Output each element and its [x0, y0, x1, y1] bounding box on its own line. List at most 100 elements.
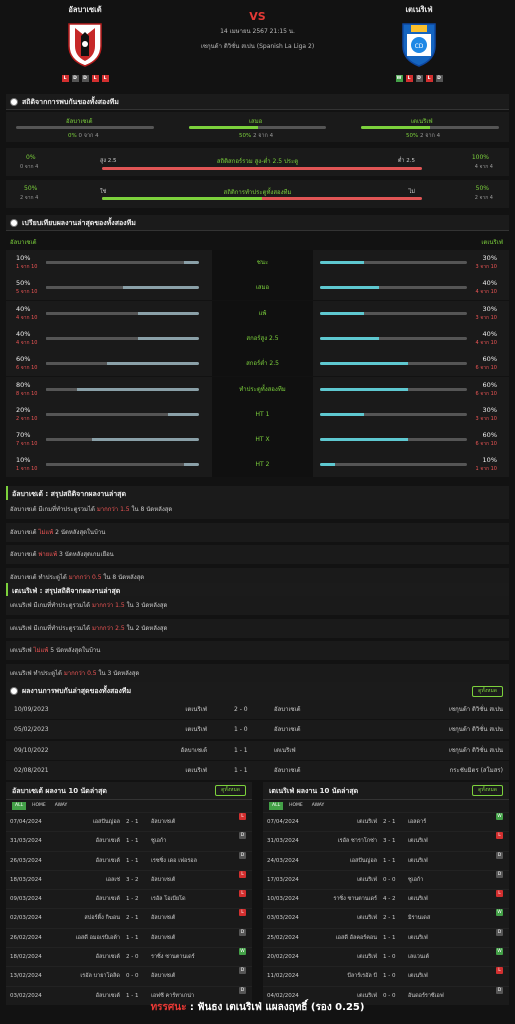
match-row[interactable]: 20/02/2024 เตเนริเฟ่ 1 - 0 เลแวนเต้ W: [263, 947, 509, 967]
away-team: เตเนริเฟ่: [408, 838, 428, 845]
compare-home-bar: [46, 336, 199, 340]
match-row[interactable]: 03/03/2024 เตเนริเฟ่ 2 - 1 มิรานเดส W: [263, 908, 509, 928]
h2h-stats-title: สถิติจากการพบกันของทั้งสองทีม: [6, 94, 509, 110]
match-datetime: 14 เมษายน 2567 21:15 น.: [220, 28, 295, 35]
away-team[interactable]: เตเนริเฟ่ CD W L D L D: [374, 4, 464, 82]
compare-home-value: 80%: [16, 380, 31, 389]
match-date: 03/02/2024: [10, 992, 42, 999]
score: 0 - 0: [383, 876, 396, 883]
away-team: ราซิ่ง ซานตานเดร์: [151, 954, 195, 961]
match-row[interactable]: 07/04/2024 เตเนริเฟ่ 2 - 1 เอลดาร์ W: [263, 812, 509, 832]
home-team: เอลเช่: [105, 876, 120, 883]
match-row[interactable]: 09/03/2024 อัลบาเซเต้ 1 - 2 เรอัล โอเบียโด L: [6, 889, 252, 909]
compare-away-value: 40%: [482, 279, 497, 288]
match-row[interactable]: 10/03/2024 ราซิ่ง ซานตานเดร์ 4 - 2 เตเนริเฟ…: [263, 889, 509, 909]
compare-away-sub: 3 จาก 10: [475, 415, 498, 422]
result-badge: D: [496, 870, 503, 878]
match-row[interactable]: 26/03/2024 อัลบาเซเต้ 1 - 1 เรซซิ่ง เดอ เฟอ…: [6, 850, 252, 870]
result-badge: W: [496, 948, 503, 956]
compare-label: ทำประตูทั้งสองทีม: [212, 376, 313, 402]
btts-left-sub: 2 จาก 4: [20, 195, 39, 201]
result-badge: D: [496, 986, 503, 994]
score: 2 - 1: [126, 819, 139, 825]
h2h-home-pct: 0%: [68, 133, 77, 139]
tab-away[interactable]: AWAY: [311, 803, 325, 808]
match-league: เซกุนด้า ดิวิชั่น สเปน (Spanish La Liga …: [200, 43, 315, 50]
match-date: 09/10/2022: [14, 746, 49, 754]
tab-home[interactable]: HOME: [289, 803, 303, 808]
score: 1 - 1: [383, 857, 396, 864]
summary-highlight: ไม่แพ้: [38, 528, 54, 536]
home-team: อัลบาเซเต้: [95, 838, 120, 845]
match-row[interactable]: 07/04/2024 เอสปันญ่อล 2 - 1 อัลบาเซเต้ L: [6, 812, 252, 832]
home-team: อัลบาเซเต้: [95, 896, 120, 903]
away-team: เอลดาร์: [408, 819, 427, 825]
tab-all[interactable]: ALL: [269, 802, 284, 810]
compare-row: 10% 1 จาก 10 ชนะ 30% 3 จาก 10: [6, 250, 509, 275]
tab-all[interactable]: ALL: [12, 802, 27, 810]
summary-highlight: มากกว่า 1.5: [96, 506, 130, 513]
h2h-result-row[interactable]: 05/02/2023 เตเนริเฟ่ 1 - 0 อัลบาเซเต้ เซกุนด…: [6, 720, 509, 740]
match-date: 26/02/2024: [10, 934, 42, 941]
score: 1 - 1: [126, 838, 139, 845]
form-badge: D: [81, 75, 89, 82]
h2h-result-row[interactable]: 10/09/2023 เตเนริเฟ่ 2 - 0 อัลบาเซเต้ เซกุนด…: [6, 700, 509, 719]
away-team: เอฟซี คาร์ทาเกน่า: [151, 992, 195, 999]
compare-away-value: 10%: [482, 456, 497, 465]
compare-home-value: 70%: [16, 431, 31, 440]
away-team: เตเนริเฟ่: [408, 896, 428, 903]
match-row[interactable]: 03/02/2024 อัลบาเซเต้ 1 - 1 เอฟซี คาร์ทาเกน…: [6, 985, 252, 1005]
compare-home-sub: 6 จาก 10: [16, 365, 38, 372]
compare-home-bar: [46, 311, 199, 315]
match-info: VS 14 เมษายน 2567 21:15 น. เซกุนด้า ดิวิ…: [0, 10, 515, 51]
match-row[interactable]: 13/02/2024 เรอัล บายาโดลิด 0 - 0 อัลบาเซเต้…: [6, 966, 252, 986]
tab-away[interactable]: AWAY: [54, 803, 68, 808]
btts-right-label: ไม่: [408, 189, 415, 195]
summary-team: อัลบาเซเต้: [10, 573, 37, 581]
match-row[interactable]: 18/02/2024 อัลบาเซเต้ 2 - 0 ราซิ่ง ซานตานเด…: [6, 947, 252, 967]
match-date: 18/02/2024: [10, 954, 42, 961]
score: 1 - 1: [126, 934, 139, 941]
score: 4 - 2: [383, 896, 396, 903]
compare-away-value: 30%: [482, 304, 497, 313]
tab-home[interactable]: HOME: [32, 803, 46, 808]
form-badge: L: [61, 75, 69, 82]
summary-team: เตเนริเฟ่: [10, 669, 32, 677]
match-row[interactable]: 17/03/2024 เตเนริเฟ่ 0 - 0 ซูเอก้า D: [263, 869, 509, 890]
result-badge: D: [496, 851, 503, 859]
home-team[interactable]: อัลบาเซเต้ L D D L L: [40, 4, 130, 82]
match-row[interactable]: 02/03/2024 สปอร์ติ้ง กิฆอน 2 - 1 อัลบาเซเต้…: [6, 908, 252, 928]
match-row[interactable]: 11/02/2024 บีลาร์เรอัล บี 1 - 0 เตเนริเฟ่ L: [263, 966, 509, 986]
compare-away-value: 30%: [482, 254, 497, 262]
away-view-all-button[interactable]: ดูทั้งหมด: [472, 785, 503, 796]
match-row[interactable]: 31/03/2024 เรอัล ซาราโกซ่า 3 - 1 เตเนริเฟ่ L: [263, 831, 509, 851]
summary-line: อัลบาเซเต้ ทำประตูได้ มากกว่า 0.5 ใน 8 น…: [6, 567, 509, 587]
compare-away-sub: 6 จาก 10: [475, 441, 498, 448]
compare-home-bar: [46, 438, 199, 442]
match-row[interactable]: 25/02/2024 เอสดี อัลคอร์คอน 1 - 1 เตเนริเฟ่…: [263, 927, 509, 948]
score: 1 - 1: [126, 992, 139, 999]
home-view-all-button[interactable]: ดูทั้งหมด: [215, 785, 246, 796]
home-team: เตเนริเฟ่: [357, 876, 377, 883]
compare-home-value: 50%: [16, 279, 31, 288]
h2h-view-all-button[interactable]: ดูทั้งหมด: [472, 686, 503, 697]
away-last10-tabs: ALL HOME AWAY: [263, 800, 509, 812]
form-badge: L: [101, 75, 109, 82]
compare-away-bar: [320, 362, 467, 366]
match-row[interactable]: 04/02/2024 เตเนริเฟ่ 0 - 0 อันดอร์ราซีเอฟ D: [263, 985, 509, 1005]
match-date: 07/04/2024: [10, 819, 42, 825]
compare-away-value: 30%: [482, 405, 497, 414]
match-row[interactable]: 31/03/2024 อัลบาเซเต้ 1 - 1 ซูเอก้า D: [6, 831, 252, 851]
h2h-home-sub: 0 จาก 4: [78, 133, 99, 139]
compare-home-sub: 4 จาก 10: [16, 339, 38, 346]
h2h-result-row[interactable]: 09/10/2022 อัลบาเซเต้ 1 - 1 เตเนริเฟ่ เซกุนด…: [6, 740, 509, 760]
score: 2 - 0: [126, 954, 139, 961]
match-row[interactable]: 24/03/2024 เอสปันญ่อล 1 - 1 เตเนริเฟ่ D: [263, 850, 509, 870]
compare-home-sub: 2 จาก 10: [16, 415, 38, 422]
over-under-row: 0% 0 จาก 4 สูง 2.5 สถิติสกอร์รวม สูง-ต่ำ…: [6, 148, 509, 176]
result-badge: W: [496, 813, 503, 820]
match-row[interactable]: 26/02/2024 เอสดี อมอเรบิเอต้า 1 - 1 อัลบาเซ…: [6, 927, 252, 948]
h2h-result-row[interactable]: 02/08/2021 เตเนริเฟ่ 1 - 1 อัลบาเซเต้ กระชับ…: [6, 760, 509, 780]
match-row[interactable]: 18/03/2024 เอลเช่ 3 - 2 อัลบาเซเต้ L: [6, 869, 252, 890]
home-team: เอสดี อมอเรบิเอต้า: [75, 934, 120, 941]
